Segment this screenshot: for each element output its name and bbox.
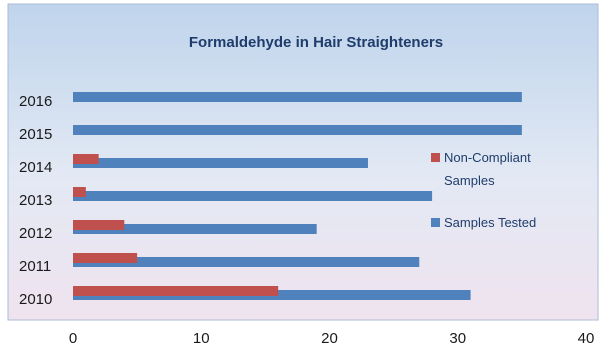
- chart-title: Formaldehyde in Hair Straighteners: [189, 34, 443, 51]
- legend-label-non-compliant-line2: Samples: [444, 173, 495, 188]
- y-tick-label-2010: 2010: [19, 291, 52, 308]
- legend-label-non-compliant-line1: Non-Compliant: [444, 150, 531, 165]
- legend-swatch-samples-tested: [431, 218, 440, 227]
- y-tick-label-2014: 2014: [19, 159, 52, 176]
- bar-samples-tested-2016: [73, 92, 522, 102]
- x-axis-labels: 0 10 20 30 40: [69, 330, 595, 347]
- x-tick-label-10: 10: [193, 330, 210, 347]
- x-tick-label-0: 0: [69, 330, 77, 347]
- y-tick-label-2013: 2013: [19, 192, 52, 209]
- bar-samples-tested-2011: [73, 257, 420, 267]
- bar-non-compliant-2011: [73, 253, 138, 263]
- legend-swatch-non-compliant: [431, 153, 440, 162]
- bar-non-compliant-2014: [73, 154, 99, 164]
- bar-samples-tested-2015: [73, 125, 522, 135]
- bar-non-compliant-2012: [73, 220, 125, 230]
- y-axis-labels: 2010 2011 2012 2013 2014 2015 2016: [19, 93, 52, 308]
- legend: Non-Compliant Samples Samples Tested: [431, 150, 536, 230]
- y-tick-label-2012: 2012: [19, 225, 52, 242]
- y-tick-label-2015: 2015: [19, 126, 52, 143]
- y-tick-label-2011: 2011: [19, 258, 51, 275]
- bars: [73, 92, 522, 300]
- bar-non-compliant-2013: [73, 187, 86, 197]
- x-tick-label-20: 20: [321, 330, 338, 347]
- legend-label-samples-tested: Samples Tested: [444, 215, 536, 230]
- bar-samples-tested-2014: [73, 158, 368, 168]
- bar-samples-tested-2012: [73, 224, 317, 234]
- x-tick-label-30: 30: [449, 330, 466, 347]
- x-tick-label-40: 40: [578, 330, 595, 347]
- bar-non-compliant-2010: [73, 286, 279, 296]
- y-tick-label-2016: 2016: [19, 93, 52, 110]
- bar-samples-tested-2013: [73, 191, 433, 201]
